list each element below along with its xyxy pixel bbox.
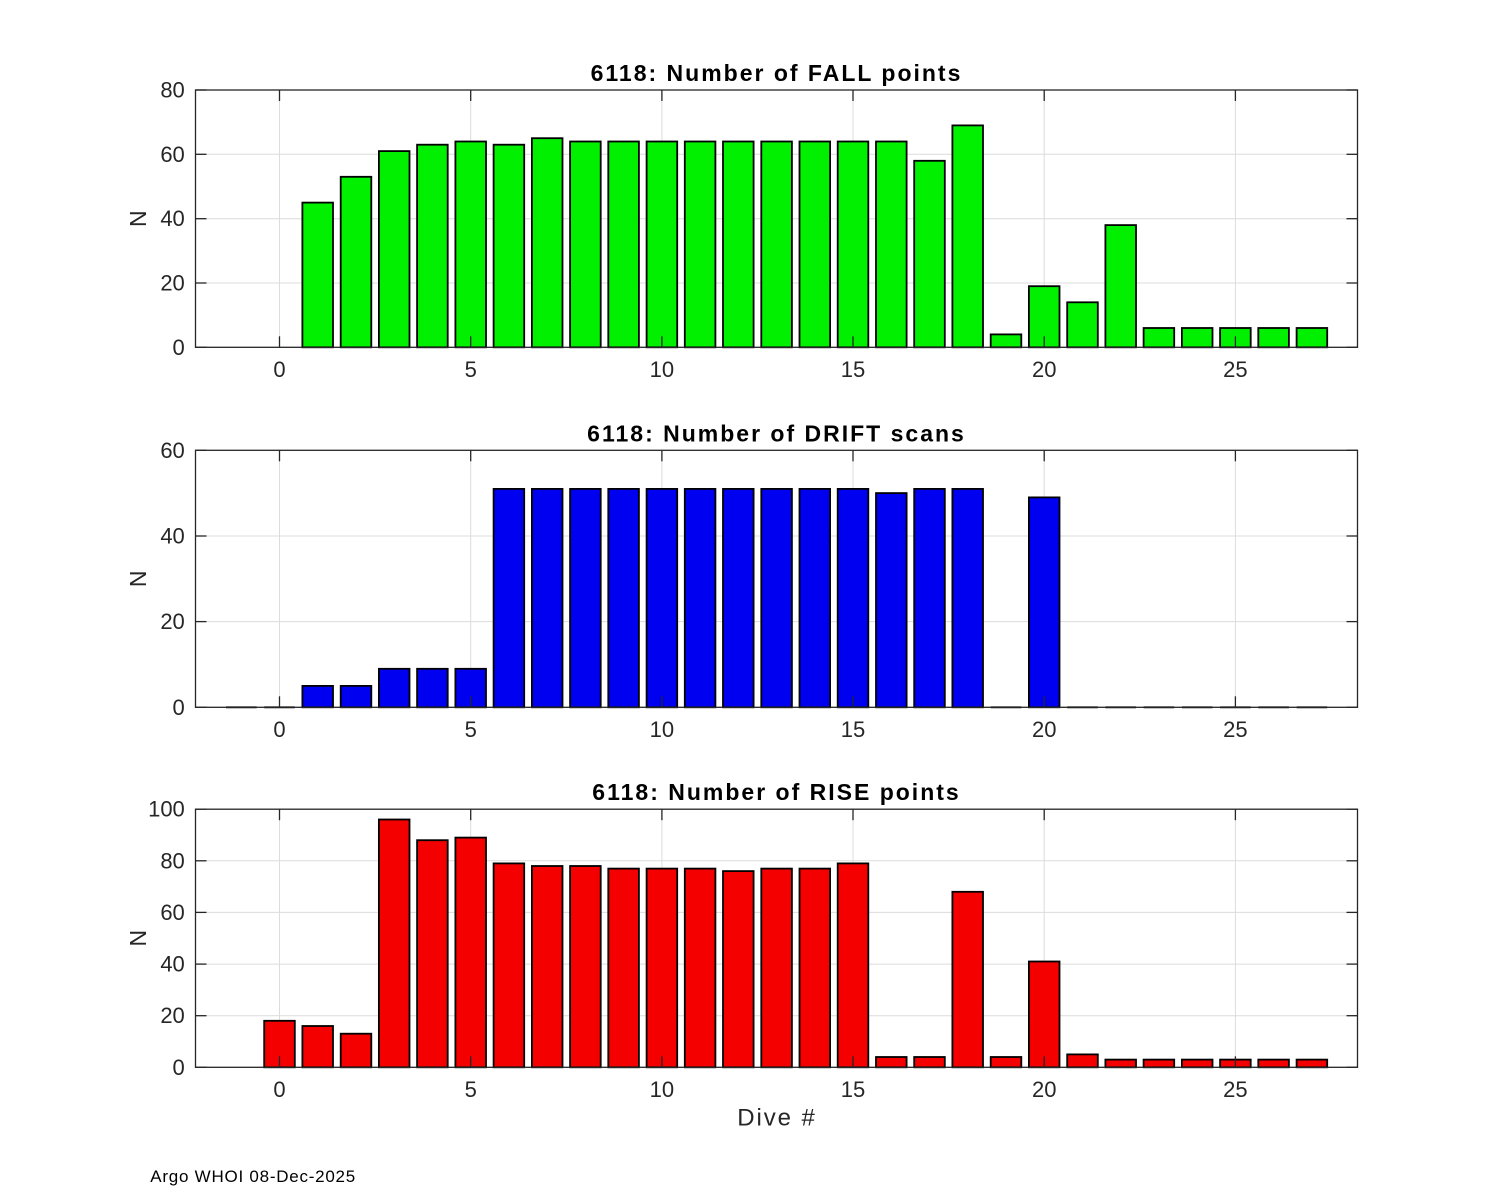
svg-text:20: 20 bbox=[160, 609, 184, 634]
svg-text:60: 60 bbox=[160, 900, 184, 925]
svg-text:20: 20 bbox=[1032, 717, 1056, 742]
svg-text:0: 0 bbox=[273, 357, 285, 382]
svg-text:Argo WHOI 08-Dec-2025: Argo WHOI 08-Dec-2025 bbox=[150, 1167, 356, 1186]
svg-text:80: 80 bbox=[160, 848, 184, 873]
svg-text:0: 0 bbox=[173, 335, 185, 360]
svg-text:Dive #: Dive # bbox=[737, 1104, 816, 1131]
svg-text:N: N bbox=[125, 210, 151, 227]
svg-text:0: 0 bbox=[273, 717, 285, 742]
svg-text:20: 20 bbox=[1032, 1077, 1056, 1102]
svg-text:0: 0 bbox=[173, 1055, 185, 1080]
svg-text:0: 0 bbox=[173, 695, 185, 720]
svg-text:80: 80 bbox=[160, 78, 184, 103]
svg-text:10: 10 bbox=[650, 717, 674, 742]
svg-text:20: 20 bbox=[1032, 357, 1056, 382]
svg-text:5: 5 bbox=[465, 717, 477, 742]
svg-text:40: 40 bbox=[160, 206, 184, 231]
svg-text:N: N bbox=[125, 570, 151, 587]
svg-text:20: 20 bbox=[160, 1003, 184, 1028]
svg-text:6118: Number of RISE points: 6118: Number of RISE points bbox=[592, 779, 960, 805]
svg-text:15: 15 bbox=[841, 357, 865, 382]
svg-text:6118: Number of DRIFT scans: 6118: Number of DRIFT scans bbox=[587, 420, 966, 446]
svg-text:60: 60 bbox=[160, 142, 184, 167]
svg-text:20: 20 bbox=[160, 271, 184, 296]
svg-text:40: 40 bbox=[160, 524, 184, 549]
svg-text:25: 25 bbox=[1223, 357, 1247, 382]
svg-text:15: 15 bbox=[841, 1077, 865, 1102]
svg-text:40: 40 bbox=[160, 952, 184, 977]
svg-text:6118: Number of FALL points: 6118: Number of FALL points bbox=[591, 60, 963, 86]
svg-text:0: 0 bbox=[273, 1077, 285, 1102]
svg-text:60: 60 bbox=[160, 438, 184, 463]
svg-text:5: 5 bbox=[465, 1077, 477, 1102]
svg-text:10: 10 bbox=[650, 1077, 674, 1102]
svg-text:15: 15 bbox=[841, 717, 865, 742]
svg-text:10: 10 bbox=[650, 357, 674, 382]
svg-text:100: 100 bbox=[148, 797, 185, 822]
svg-text:25: 25 bbox=[1223, 1077, 1247, 1102]
svg-text:N: N bbox=[125, 930, 151, 947]
svg-text:25: 25 bbox=[1223, 717, 1247, 742]
svg-text:5: 5 bbox=[465, 357, 477, 382]
